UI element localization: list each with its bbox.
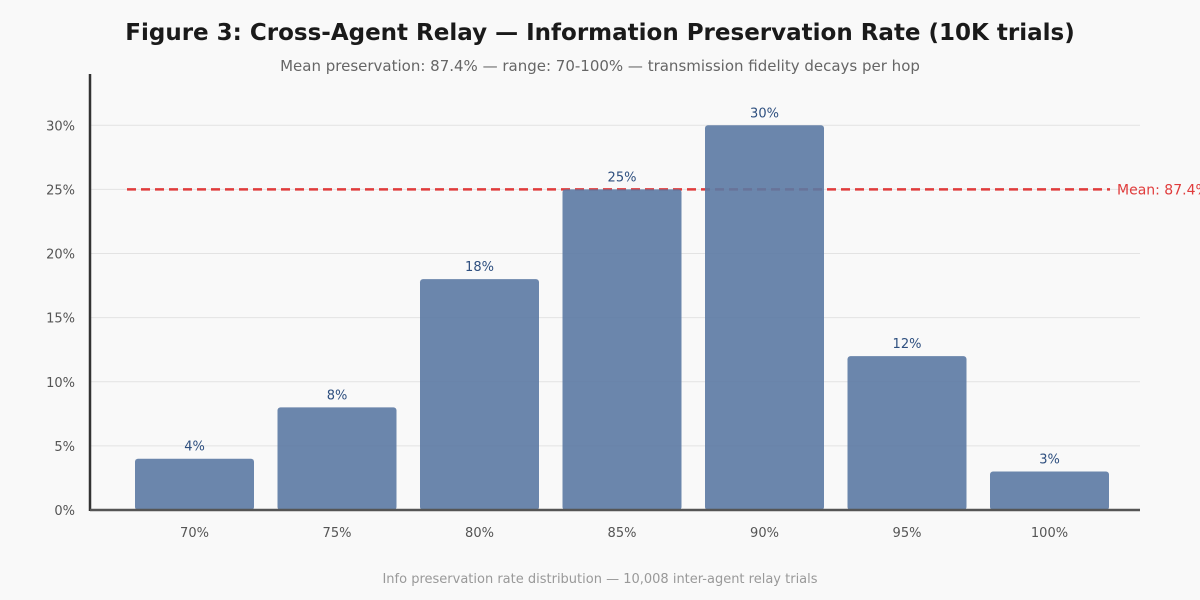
mean-label: Mean: 87.4% — [1117, 182, 1200, 198]
bar — [990, 471, 1109, 510]
y-tick-label: 30% — [46, 119, 75, 134]
x-tick-label: 100% — [1031, 526, 1068, 541]
chart-caption: Info preservation rate distribution — 10… — [382, 572, 818, 587]
bar-value-label: 4% — [184, 440, 205, 455]
chart-subtitle: Mean preservation: 87.4% — range: 70-100… — [280, 57, 920, 75]
y-tick-label: 5% — [54, 440, 75, 455]
bar-value-label: 12% — [893, 337, 922, 352]
x-tick-label: 70% — [180, 526, 209, 541]
bar-value-label: 25% — [608, 170, 637, 185]
x-tick-label: 95% — [893, 526, 922, 541]
bar — [562, 189, 682, 511]
x-tick-label: 90% — [750, 526, 779, 541]
x-tick-label: 75% — [323, 526, 352, 541]
x-tick-label: 85% — [608, 526, 637, 541]
x-tick-label: 80% — [465, 526, 494, 541]
bar-value-label: 8% — [327, 388, 348, 403]
chart-title: Figure 3: Cross-Agent Relay — Informatio… — [125, 20, 1075, 46]
bars: 4% 8% 18% 25% 30% 12% 3% — [135, 106, 1109, 511]
axes: 0% 5% 10% 15% 20% 25% 30% 70% 75% 80% 85% 90% 95% 100… — [46, 74, 1140, 541]
bar — [420, 279, 539, 510]
bar-value-label: 18% — [465, 260, 494, 275]
bar-value-label: 30% — [750, 106, 779, 121]
y-tick-label: 20% — [46, 248, 75, 263]
bar-value-label: 3% — [1039, 453, 1060, 468]
bar — [277, 407, 397, 510]
bar — [135, 458, 254, 510]
y-tick-label: 25% — [46, 183, 75, 198]
bar — [705, 125, 824, 510]
y-tick-label: 10% — [46, 376, 75, 391]
bar — [847, 356, 967, 510]
y-tick-label: 15% — [46, 312, 75, 327]
y-tick-label: 0% — [54, 504, 75, 519]
